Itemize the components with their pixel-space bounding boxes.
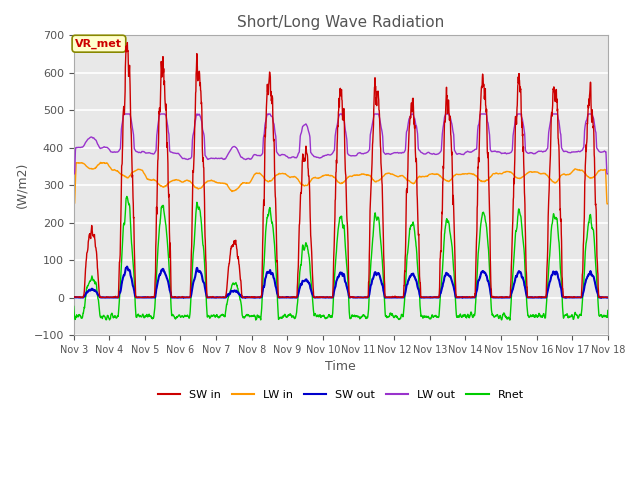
SW in — [220, 294, 227, 300]
Legend: SW in, LW in, SW out, LW out, Rnet: SW in, LW in, SW out, LW out, Rnet — [154, 385, 528, 404]
Rnet — [496, 312, 504, 318]
LW in — [219, 180, 227, 186]
Text: VR_met: VR_met — [76, 38, 122, 49]
Line: SW in: SW in — [74, 43, 608, 298]
X-axis label: Time: Time — [325, 360, 356, 373]
LW in — [572, 166, 579, 172]
LW in — [368, 175, 376, 180]
SW in — [368, 160, 376, 166]
Rnet — [604, 308, 612, 313]
Rnet — [123, 193, 131, 199]
Rnet — [506, 317, 514, 323]
LW in — [604, 201, 612, 207]
Line: Rnet: Rnet — [74, 196, 608, 320]
LW in — [557, 173, 564, 179]
SW out — [76, 295, 84, 300]
Rnet — [557, 274, 565, 279]
LW out — [572, 149, 579, 155]
SW out — [572, 295, 580, 300]
SW in — [356, 294, 364, 300]
SW out — [557, 285, 565, 290]
Y-axis label: (W/m2): (W/m2) — [15, 162, 28, 208]
Rnet — [219, 312, 227, 317]
SW out — [368, 278, 376, 284]
Rnet — [368, 250, 376, 255]
Rnet — [572, 312, 580, 317]
LW in — [496, 170, 504, 176]
SW in — [497, 294, 504, 300]
LW out — [557, 132, 564, 137]
SW in — [77, 295, 85, 300]
SW in — [572, 294, 580, 300]
LW out — [121, 111, 129, 117]
SW in — [557, 216, 565, 222]
Title: Short/Long Wave Radiation: Short/Long Wave Radiation — [237, 15, 444, 30]
LW in — [356, 172, 364, 178]
Rnet — [356, 315, 364, 321]
Rnet — [70, 303, 77, 309]
SW out — [356, 295, 364, 300]
LW out — [219, 156, 227, 162]
LW out — [496, 149, 504, 155]
Line: LW out: LW out — [74, 114, 608, 174]
Line: LW in: LW in — [74, 162, 608, 204]
LW out — [356, 150, 364, 156]
SW out — [124, 264, 131, 269]
SW in — [604, 295, 612, 300]
SW out — [70, 294, 77, 300]
SW in — [70, 295, 77, 300]
SW out — [220, 295, 227, 300]
LW in — [97, 159, 104, 165]
Line: SW out: SW out — [74, 266, 608, 298]
SW out — [497, 295, 504, 300]
SW in — [124, 40, 131, 46]
LW in — [70, 201, 77, 207]
SW out — [604, 295, 612, 300]
LW out — [368, 124, 376, 130]
LW out — [604, 171, 612, 177]
LW out — [70, 171, 77, 177]
